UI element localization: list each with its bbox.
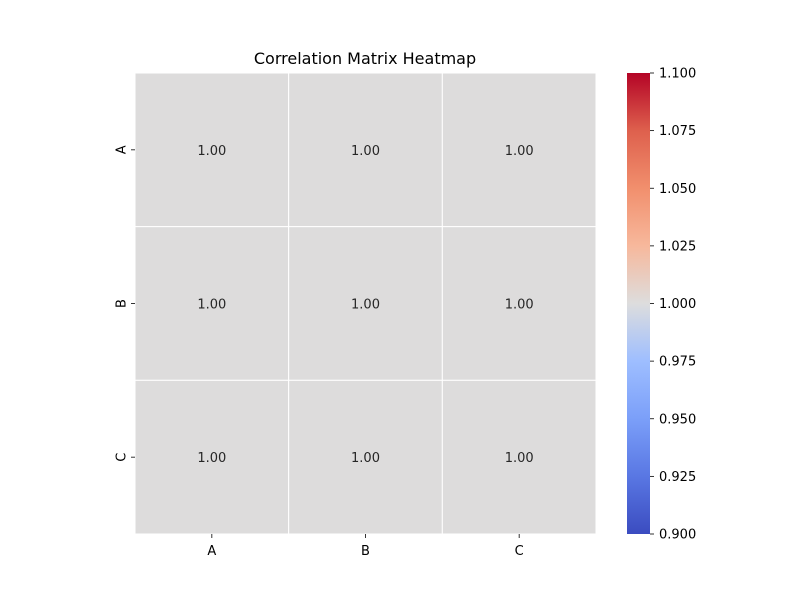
cell-annotation-A-A: 1.00 [197,144,226,159]
chart-title: Correlation Matrix Heatmap [254,49,476,68]
x-tick-label-A: A [207,544,216,559]
heatmap-cell-A-B [288,72,443,228]
colorbar-tick-label: 0.900 [659,528,696,543]
cell-annotation-C-A: 1.00 [197,451,226,466]
heatmap-cell-B-B [288,226,443,381]
y-tick-label-B: B [115,299,130,308]
colorbar-tick-label: 1.050 [659,182,696,197]
heatmap-cell-C-B [288,379,443,535]
colorbar-tick-label: 0.975 [659,355,696,370]
x-axis: A B C [207,534,524,559]
heatmap-cell-A-C [441,72,597,228]
colorbar-tick-label: 1.025 [659,239,696,254]
cell-annotation-C-C: 1.00 [505,451,534,466]
cell-annotation-B-C: 1.00 [505,298,534,313]
x-tick-label-B: B [361,544,370,559]
cell-annotation-B-B: 1.00 [351,298,380,313]
heatmap-cells: 1.00 1.00 1.00 1.00 1.00 1.00 1.00 1.00 1.00 [134,72,597,535]
colorbar-gradient [627,73,650,534]
y-tick-label-C: C [115,453,130,462]
x-tick-label-C: C [515,544,524,559]
y-tick-label-A: A [115,145,130,154]
cell-annotation-C-B: 1.00 [351,451,380,466]
cell-annotation-A-C: 1.00 [505,144,534,159]
heatmap-cell-B-A [134,226,290,381]
colorbar-tick-label: 1.000 [659,297,696,312]
cell-annotation-B-A: 1.00 [197,298,226,313]
colorbar-tick-label: 1.075 [659,124,696,139]
cell-annotation-A-B: 1.00 [351,144,380,159]
heatmap-cell-C-A [134,379,290,535]
colorbar-tick-label: 1.100 [659,67,696,82]
y-axis: A B C [115,145,135,462]
colorbar-tick-label: 0.925 [659,470,696,485]
heatmap-cell-A-A [134,72,290,228]
heatmap-cell-B-C [441,226,597,381]
colorbar-tick-label: 0.950 [659,412,696,427]
colorbar: 0.900 0.925 0.950 0.975 1.000 1.025 1.050 1.075… [627,67,696,543]
